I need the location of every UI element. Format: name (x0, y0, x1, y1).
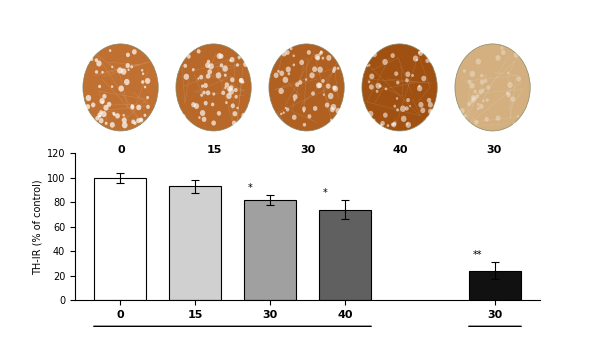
Y-axis label: TH-IR (% of control): TH-IR (% of control) (32, 179, 43, 275)
Bar (94, 178, 146, 300)
Bar (169, 186, 221, 300)
Text: 30: 30 (486, 145, 501, 155)
Text: *: * (248, 183, 252, 193)
Text: 30: 30 (300, 145, 315, 155)
Text: 40: 40 (393, 145, 408, 155)
Bar (469, 271, 521, 300)
Bar (244, 200, 296, 300)
Text: 15: 15 (207, 145, 222, 155)
Text: 25N-NBOMe: 25N-NBOMe (227, 171, 295, 181)
Bar (319, 210, 371, 300)
Text: **: ** (473, 250, 482, 260)
Text: MA: MA (485, 171, 502, 181)
Text: 0: 0 (118, 145, 125, 155)
Text: *: * (323, 188, 327, 198)
